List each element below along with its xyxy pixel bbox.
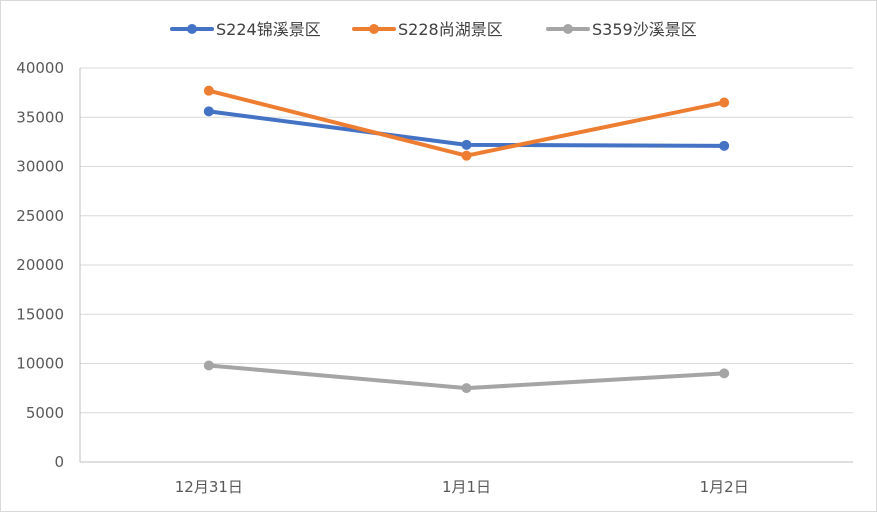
y-tick-label-15000: 15000 — [16, 305, 64, 323]
series-1-point-3 — [719, 140, 730, 151]
legend-label-1: S224锦溪景区 — [216, 20, 321, 39]
y-tick-label-40000: 40000 — [16, 59, 64, 77]
legend-marker-3 — [563, 24, 573, 34]
series-2-point-2 — [461, 150, 472, 161]
series-1-point-1 — [203, 106, 214, 117]
series-2-point-1 — [203, 85, 214, 96]
series-3-point-2 — [461, 383, 472, 394]
series-3-point-1 — [203, 360, 214, 371]
series-lines — [203, 85, 730, 394]
axes — [79, 68, 853, 463]
x-tick-label-1: 12月31日 — [175, 478, 243, 496]
series-3-point-3 — [719, 368, 730, 379]
y-tick-label-5000: 5000 — [26, 404, 64, 422]
legend-marker-2 — [369, 24, 379, 34]
gridlines — [80, 67, 853, 414]
y-tick-label-20000: 20000 — [16, 256, 64, 274]
y-tick-label-35000: 35000 — [16, 108, 64, 126]
x-axis-tick-labels: 12月31日 1月1日 1月2日 — [175, 478, 749, 496]
y-axis-tick-labels: 0 5000 10000 15000 20000 25000 30000 35000 40000 — [16, 59, 64, 471]
legend-marker-1 — [187, 24, 197, 34]
y-tick-label-30000: 30000 — [16, 158, 64, 176]
legend-label-3: S359沙溪景区 — [592, 20, 697, 39]
legend: S224锦溪景区 S228尚湖景区 S359沙溪景区 — [170, 20, 697, 39]
x-tick-label-3: 1月2日 — [700, 478, 749, 496]
series-2-point-3 — [719, 97, 730, 108]
y-tick-label-0: 0 — [54, 453, 64, 471]
y-tick-label-10000: 10000 — [16, 355, 64, 373]
x-tick-label-2: 1月1日 — [442, 478, 491, 496]
legend-label-2: S228尚湖景区 — [398, 20, 503, 39]
y-tick-label-25000: 25000 — [16, 207, 64, 225]
series-1-point-2 — [461, 139, 472, 150]
